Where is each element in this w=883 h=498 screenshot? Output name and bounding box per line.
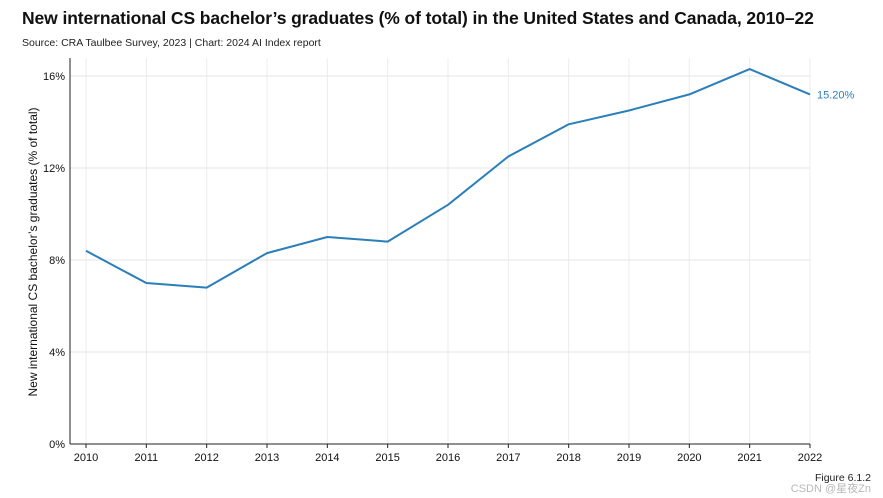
x-tick-label: 2019 — [617, 452, 641, 464]
x-tick-label: 2012 — [194, 452, 218, 464]
chart-source: Source: CRA Taulbee Survey, 2023 | Chart… — [22, 37, 321, 49]
end-value-label: 15.20% — [817, 89, 855, 101]
x-tick-label: 2021 — [737, 452, 761, 464]
x-tick-label: 2018 — [556, 452, 580, 464]
series-group: 15.20% — [85, 68, 855, 289]
axes — [69, 58, 810, 445]
y-tick-label: 0% — [49, 439, 65, 451]
x-tick-label: 2016 — [436, 452, 460, 464]
x-tick-label: 2022 — [798, 452, 822, 464]
chart-title: New international CS bachelor’s graduate… — [22, 8, 814, 28]
figure-label: Figure 6.1.2 — [814, 472, 871, 484]
y-axis-label: New international CS bachelor’s graduate… — [26, 107, 40, 396]
y-tick-label: 8% — [49, 255, 65, 267]
x-tick-label: 2011 — [135, 452, 159, 464]
x-tick-label: 2015 — [375, 452, 399, 464]
x-tick-label: 2017 — [496, 452, 520, 464]
y-tick-label: 4% — [49, 347, 65, 359]
x-tick-labels: 2010 2011 2012 2013 2014 2015 2016 2017 2018 2019… — [74, 444, 822, 464]
x-tick-label: 2020 — [677, 452, 701, 464]
y-tick-labels: 0% 4% 8% 12% 16% — [43, 71, 65, 451]
gridlines — [70, 58, 811, 444]
x-tick-label: 2014 — [315, 452, 339, 464]
x-tick-label: 2010 — [74, 452, 98, 464]
x-tick-label: 2013 — [255, 452, 279, 464]
y-tick-label: 12% — [43, 163, 65, 175]
watermark: CSDN @星夜Zn — [790, 483, 871, 495]
y-tick-label: 16% — [43, 71, 65, 83]
